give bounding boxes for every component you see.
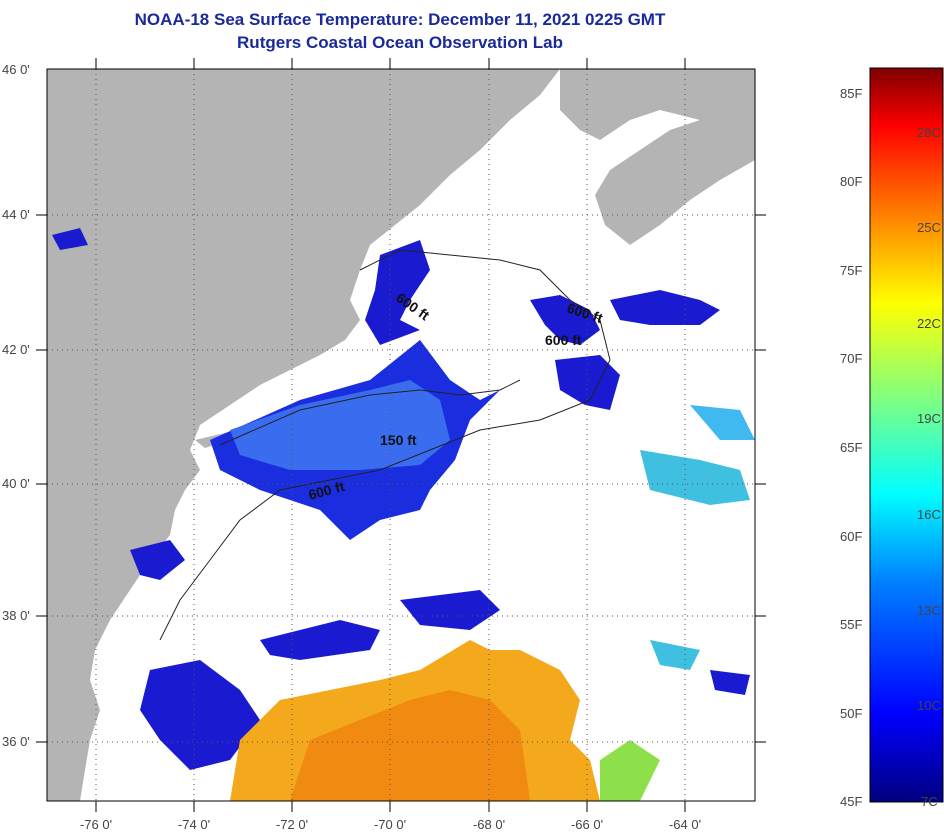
x-tick-label: -72 0' [276, 817, 308, 832]
sst-cold-patch-east [400, 590, 500, 630]
x-tick-label: -68 0' [473, 817, 505, 832]
colorbar-c-label: 28C [917, 125, 941, 140]
sst-cold-georges-east [530, 295, 600, 345]
colorbar-f-label: 80F [840, 174, 863, 189]
colorbar-f-label: 45F [840, 794, 863, 809]
colorbar-f-label: 60F [840, 529, 863, 544]
sst-cold-patch-mid [260, 620, 380, 660]
y-tick-label: 38 0' [2, 608, 30, 623]
contour-label: 600 ft [545, 332, 582, 348]
x-tick-label: -74 0' [178, 817, 210, 832]
colorbar-c-label: 22C [917, 316, 941, 331]
grid [47, 69, 755, 801]
y-tick-label: 40 0' [2, 476, 30, 491]
sst-cold-nj [130, 540, 185, 580]
contour-150ft [219, 379, 521, 446]
sst-mid-shelf [230, 380, 450, 470]
y-tick-label: 36 0' [2, 734, 30, 749]
sst-cold-scotian [610, 290, 720, 325]
colorbar-c-label: 25C [917, 220, 941, 235]
colorbar-c-label: 16C [917, 507, 941, 522]
map-title: NOAA-18 Sea Surface Temperature: Decembe… [134, 10, 666, 29]
contour-600ft-gom [159, 249, 611, 641]
contour-label: 150 ft [380, 432, 417, 448]
colorbar-f-label: 75F [840, 263, 863, 278]
y-tick-label: 42 0' [2, 342, 30, 357]
land-maritimes [560, 69, 755, 245]
sst-mid-patch-east2 [690, 405, 755, 440]
sst-mid-patch-east1 [640, 450, 750, 505]
colorbar-c-label: 7C [921, 794, 938, 809]
sst-cold-gom [365, 240, 430, 345]
colorbar [869, 67, 944, 803]
x-tick-label: -76 0' [80, 817, 112, 832]
y-tick-label: 44 0' [2, 207, 30, 222]
sst-cold-bank [555, 355, 620, 410]
x-tick-label: -70 0' [374, 817, 406, 832]
colorbar-f-label: 50F [840, 706, 863, 721]
colorbar-f-label: 70F [840, 351, 863, 366]
sst-mild-edge [600, 740, 660, 801]
sst-cold-maine-small [52, 228, 88, 250]
x-tick-label: -64 0' [669, 817, 701, 832]
sst-mid-patch-east3 [650, 640, 700, 670]
colorbar-c-label: 19C [917, 411, 941, 426]
sst-cold-patch-far-east [710, 670, 750, 695]
land-mainland [47, 69, 560, 801]
colorbar-f-label: 55F [840, 617, 863, 632]
tick-marks [36, 58, 766, 812]
x-tick-label: -66 0' [571, 817, 603, 832]
sst-cold-south [140, 660, 260, 770]
colorbar-c-label: 10C [917, 698, 941, 713]
colorbar-c-label: 13C [917, 603, 941, 618]
y-tick-label: 46 0' [2, 62, 30, 77]
sst-warm-core [290, 690, 530, 801]
map-subtitle: Rutgers Coastal Ocean Observation Lab [237, 33, 563, 52]
colorbar-f-label: 85F [840, 86, 863, 101]
plot-frame [46, 68, 756, 802]
colorbar-f-label: 65F [840, 440, 863, 455]
